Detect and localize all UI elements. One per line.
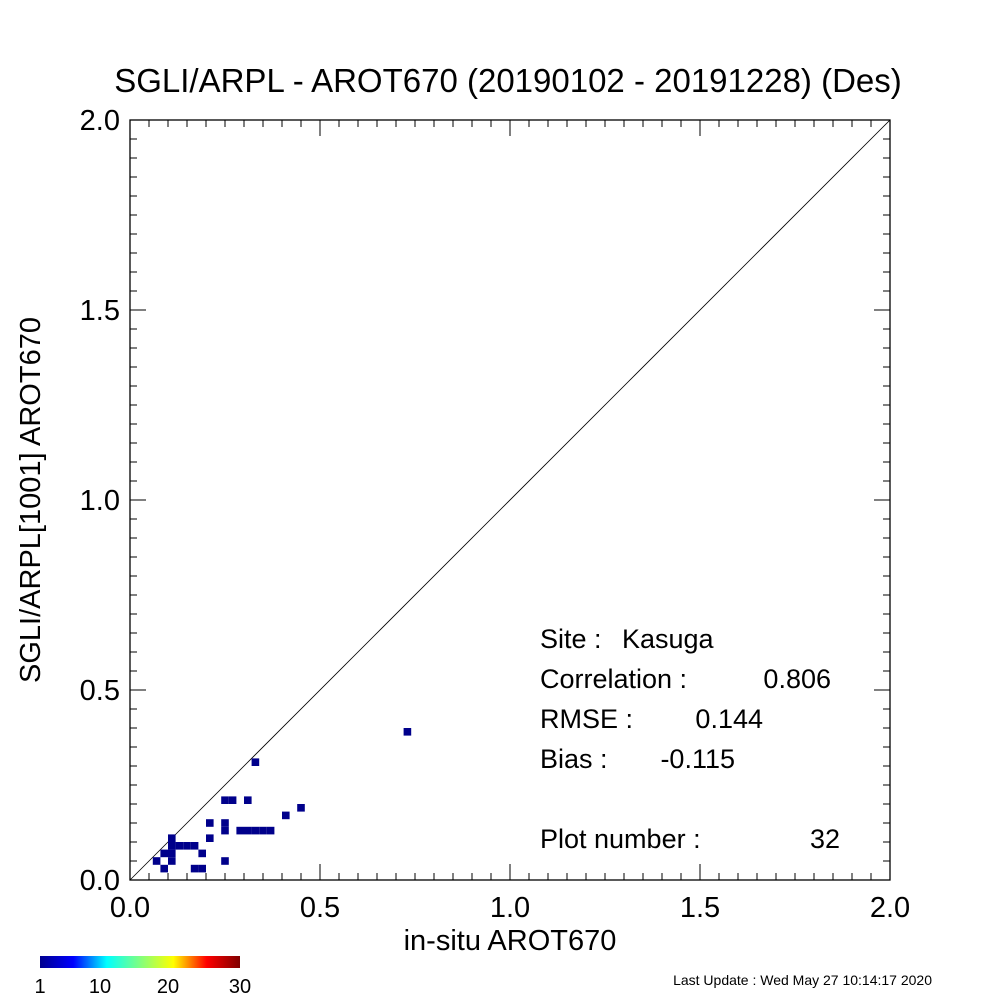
- y-tick-label: 2.0: [80, 105, 120, 137]
- data-point: [221, 857, 229, 865]
- data-point: [206, 834, 214, 842]
- x-axis-label: in-situ AROT670: [404, 925, 617, 957]
- colorbar-tick-label: 30: [229, 976, 251, 998]
- last-update-text: Last Update : Wed May 27 10:14:17 2020: [673, 972, 932, 988]
- data-point: [168, 842, 176, 850]
- x-tick-label: 1.0: [490, 892, 530, 924]
- bias-value: -0.115: [660, 744, 735, 774]
- x-tick-label: 1.5: [680, 892, 720, 924]
- correlation-label: Correlation :: [540, 664, 687, 694]
- data-point: [168, 857, 176, 865]
- data-point: [206, 819, 214, 827]
- data-point: [297, 804, 305, 812]
- colorbar-tick-labels: 1 10 20 30: [34, 976, 251, 998]
- data-point: [160, 849, 168, 858]
- y-tick-label: 1.0: [80, 485, 120, 517]
- data-point: [244, 796, 252, 804]
- data-point: [221, 796, 229, 804]
- plot-number-value: 32: [810, 824, 840, 854]
- y-tick-label: 0.5: [80, 675, 120, 707]
- data-point: [190, 864, 199, 873]
- data-point: [175, 842, 184, 850]
- x-tick-label: 2.0: [870, 892, 910, 924]
- axis-ticks: [129, 119, 891, 881]
- correlation-value: 0.806: [763, 664, 831, 694]
- data-point: [282, 811, 290, 820]
- y-tick-label: 1.5: [80, 295, 120, 327]
- data-point: [168, 834, 176, 842]
- colorbar: [40, 956, 240, 968]
- data-point: [236, 826, 244, 835]
- stats-panel: Site : Kasuga Correlation : 0.806 RMSE :…: [540, 624, 840, 854]
- data-point: [251, 758, 260, 766]
- chart-title: SGLI/ARPL - AROT670 (20190102 - 20191228…: [114, 62, 902, 99]
- y-axis-label: SGLI/ARPL[1001] AROT670: [15, 317, 47, 683]
- x-tick-label: 0.5: [300, 892, 340, 924]
- y-tick-label: 0.0: [80, 865, 120, 897]
- site-value: Kasuga: [622, 624, 715, 654]
- colorbar-tick-label: 1: [34, 976, 45, 998]
- data-point: [168, 849, 176, 858]
- rmse-value: 0.144: [695, 704, 763, 734]
- data-point: [198, 864, 206, 873]
- data-point: [228, 796, 237, 804]
- bias-label: Bias :: [540, 744, 608, 774]
- one-to-one-line: [129, 119, 891, 881]
- data-point: [221, 826, 229, 835]
- data-point: [266, 826, 275, 835]
- site-label: Site :: [540, 624, 602, 654]
- x-tick-label: 0.0: [110, 892, 150, 924]
- data-point: [183, 842, 191, 850]
- data-point: [403, 728, 412, 736]
- data-point: [251, 826, 260, 835]
- plot-number-label: Plot number :: [540, 824, 701, 854]
- data-points: [152, 728, 412, 873]
- colorbar-tick-label: 20: [157, 976, 179, 998]
- data-point: [152, 857, 161, 865]
- data-point: [244, 826, 252, 835]
- y-tick-labels: 0.0 0.5 1.0 1.5 2.0: [80, 105, 120, 897]
- x-tick-labels: 0.0 0.5 1.0 1.5 2.0: [110, 892, 910, 924]
- data-point: [221, 819, 229, 827]
- rmse-label: RMSE :: [540, 704, 633, 734]
- data-point: [198, 849, 206, 858]
- data-point: [259, 826, 267, 835]
- data-point: [160, 864, 168, 873]
- colorbar-tick-label: 10: [89, 976, 111, 998]
- data-point: [190, 842, 199, 850]
